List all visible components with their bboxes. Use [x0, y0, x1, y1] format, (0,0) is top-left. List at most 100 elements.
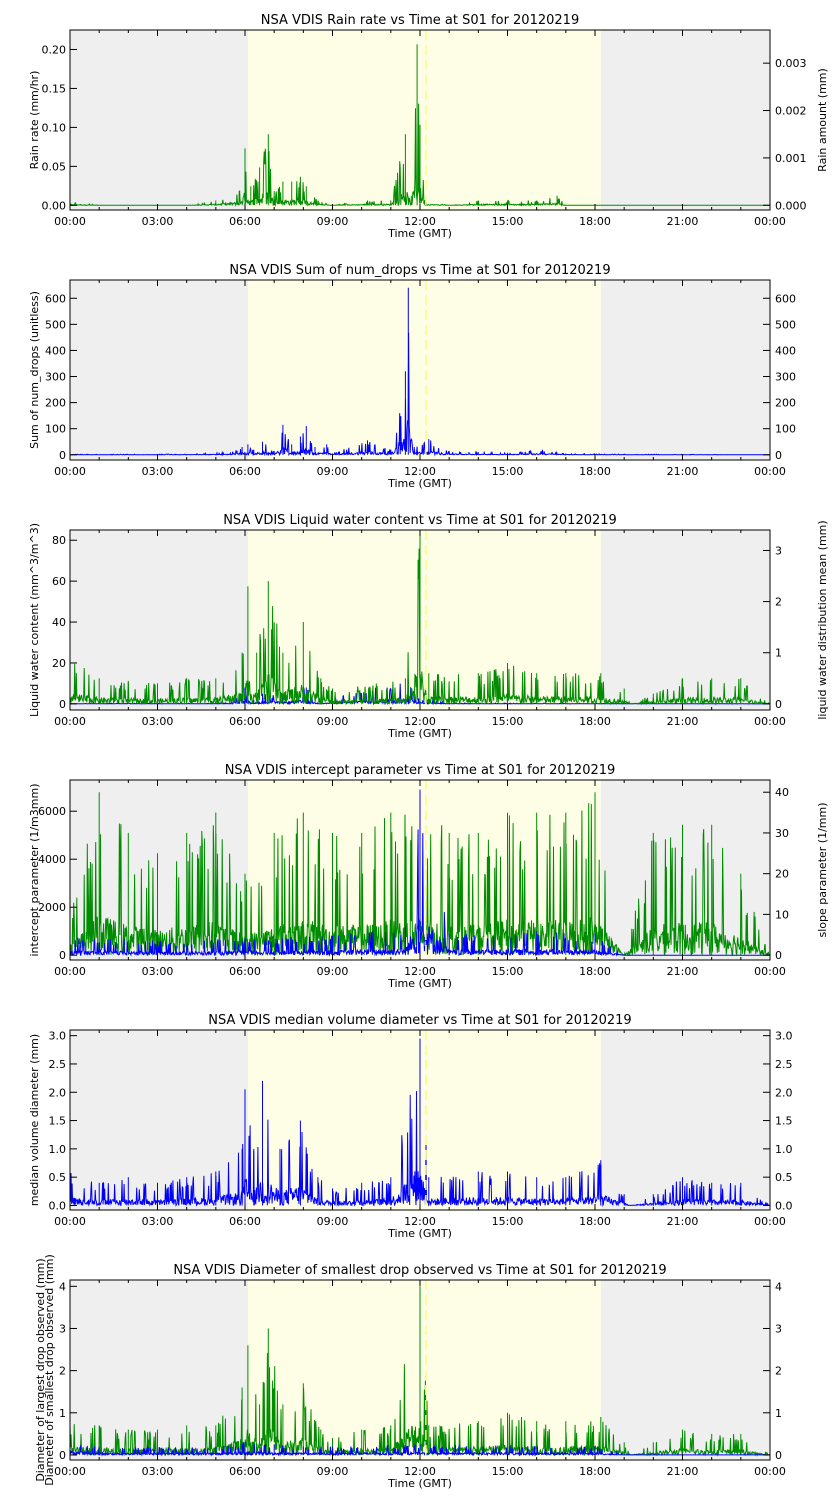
y-tick-label-right: 1.0 — [775, 1143, 793, 1156]
y-tick-label-left: 20 — [52, 657, 66, 670]
y-tick-label-left: 3 — [59, 1322, 66, 1335]
chart-title: NSA VDIS Sum of num_drops vs Time at S01… — [229, 263, 610, 278]
chart-title: NSA VDIS Liquid water content vs Time at… — [223, 513, 617, 528]
y-axis-title-left: Sum of num_drops (unitless) — [28, 291, 41, 449]
x-tick-label: 21:00 — [667, 1215, 699, 1228]
y-tick-label-right: 3 — [775, 544, 782, 557]
x-axis-title: Time (GMT) — [387, 477, 452, 490]
y-tick-label-right: 4 — [775, 1280, 782, 1293]
y-tick-label-left: 2.0 — [49, 1086, 67, 1099]
series-blue-1 — [69, 1038, 770, 1208]
y-tick-label-left: 200 — [45, 397, 66, 410]
x-tick-label: 09:00 — [317, 465, 349, 478]
y-tick-label-left: 2.5 — [49, 1058, 67, 1071]
x-axis-title: Time (GMT) — [387, 727, 452, 740]
y-tick-label-right: 0.003 — [775, 57, 807, 70]
y-tick-label-left: 0.15 — [42, 82, 67, 95]
chart-title: NSA VDIS Rain rate vs Time at S01 for 20… — [261, 13, 579, 28]
y-axis-title-left: Liquid water content (mm^3/m^3) — [28, 523, 41, 717]
chart-panel-5: 00:00 03:00 06:00 09:00 12:00 15:00 18:00 21:00… — [28, 1013, 793, 1240]
y-tick-label-right: 0 — [775, 449, 782, 462]
x-tick-label: 09:00 — [317, 215, 349, 228]
y-tick-label-left: 2 — [59, 1365, 66, 1378]
y-tick-label-left: 0.5 — [49, 1171, 67, 1184]
x-axis-title: Time (GMT) — [387, 1477, 452, 1490]
y-tick-label-left: 1.0 — [49, 1143, 67, 1156]
x-tick-label: 18:00 — [579, 1215, 611, 1228]
x-tick-label: 18:00 — [579, 965, 611, 978]
y-tick-label-left: 100 — [45, 423, 66, 436]
x-tick-label: 00:00 — [754, 1465, 786, 1478]
x-tick-label: 12:00 — [404, 715, 436, 728]
x-tick-label: 00:00 — [54, 1215, 86, 1228]
x-tick-label: 09:00 — [317, 715, 349, 728]
y-tick-label-right: 0 — [775, 1449, 782, 1462]
chart-title: NSA VDIS intercept parameter vs Time at … — [225, 763, 616, 778]
x-tick-label: 15:00 — [492, 965, 524, 978]
y-tick-label-right: 600 — [775, 292, 796, 305]
x-tick-label: 12:00 — [404, 965, 436, 978]
y-tick-label-left: 300 — [45, 371, 66, 384]
x-tick-label: 00:00 — [54, 1465, 86, 1478]
chart-panel-4: 00:00 03:00 06:00 09:00 12:00 15:00 18:00 21:00… — [28, 763, 829, 990]
x-tick-label: 12:00 — [404, 465, 436, 478]
y-tick-label-left: 4 — [59, 1280, 66, 1293]
y-tick-label-left: 500 — [45, 318, 66, 331]
y-tick-label-right: 2 — [775, 596, 782, 609]
y-tick-label-right: 0.0 — [775, 1199, 793, 1212]
x-tick-label: 06:00 — [229, 965, 261, 978]
daylight-shading — [247, 280, 601, 460]
y-tick-label-right: 0.002 — [775, 105, 807, 118]
y-tick-label-right: 2 — [775, 1365, 782, 1378]
y-tick-label-left: 3.0 — [49, 1030, 67, 1043]
series-blue-2 — [69, 1438, 770, 1457]
x-tick-label: 00:00 — [754, 715, 786, 728]
x-tick-label: 21:00 — [667, 1465, 699, 1478]
x-tick-label: 21:00 — [667, 465, 699, 478]
daylight-shading — [247, 30, 601, 210]
y-axis-title-right: slope parameter (1/mm) — [816, 802, 829, 937]
chart-title: NSA VDIS median volume diameter vs Time … — [208, 1013, 631, 1028]
y-tick-label-left: 0.05 — [42, 160, 67, 173]
x-tick-label: 06:00 — [229, 215, 261, 228]
x-tick-label: 03:00 — [142, 715, 174, 728]
x-tick-label: 12:00 — [404, 215, 436, 228]
daylight-shading — [247, 530, 601, 710]
y-tick-label-right: 400 — [775, 344, 796, 357]
chart-panel-1: 00:00 03:00 06:00 09:00 12:00 15:00 18:00 21:00… — [28, 13, 829, 240]
y-tick-label-right: 0.001 — [775, 152, 807, 165]
x-tick-label: 12:00 — [404, 1465, 436, 1478]
x-tick-label: 09:00 — [317, 965, 349, 978]
y-tick-label-right: 0.000 — [775, 199, 807, 212]
chart-panel-2: 00:00 03:00 06:00 09:00 12:00 15:00 18:00 21:00… — [28, 263, 796, 490]
x-tick-label: 00:00 — [754, 965, 786, 978]
x-tick-label: 00:00 — [754, 465, 786, 478]
x-tick-label: 15:00 — [492, 215, 524, 228]
y-tick-label-right: 40 — [775, 786, 789, 799]
x-tick-label: 00:00 — [54, 215, 86, 228]
x-tick-label: 21:00 — [667, 715, 699, 728]
y-tick-label-left: 1.5 — [49, 1115, 67, 1128]
series-green-1 — [69, 44, 770, 207]
y-tick-label-right: 1 — [775, 1407, 782, 1420]
y-tick-label-left: 0 — [59, 949, 66, 962]
y-tick-label-left: 40 — [52, 616, 66, 629]
x-tick-label: 18:00 — [579, 1465, 611, 1478]
x-tick-label: 00:00 — [54, 715, 86, 728]
x-axis-title: Time (GMT) — [387, 977, 452, 990]
x-tick-label: 06:00 — [229, 1215, 261, 1228]
y-tick-label-left: 0 — [59, 698, 66, 711]
x-tick-label: 00:00 — [754, 1215, 786, 1228]
y-tick-label-left: 0 — [59, 1449, 66, 1462]
x-tick-label: 09:00 — [317, 1215, 349, 1228]
y-tick-label-right: 1.5 — [775, 1115, 793, 1128]
x-axis-title: Time (GMT) — [387, 227, 452, 240]
x-tick-label: 21:00 — [667, 965, 699, 978]
x-tick-label: 18:00 — [579, 715, 611, 728]
y-tick-label-left: 0.00 — [42, 199, 67, 212]
x-tick-label: 06:00 — [229, 1465, 261, 1478]
y-tick-label-right: 2.5 — [775, 1058, 793, 1071]
x-tick-label: 15:00 — [492, 1215, 524, 1228]
x-tick-label: 06:00 — [229, 715, 261, 728]
